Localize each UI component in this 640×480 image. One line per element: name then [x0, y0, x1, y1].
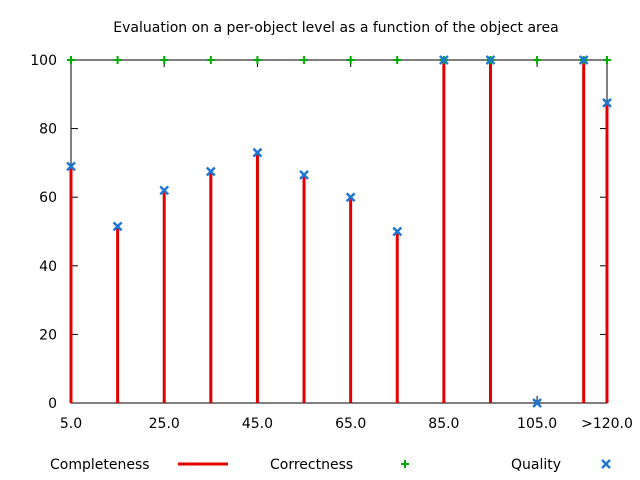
correctness-point: [113, 56, 122, 64]
x-axis: 5.0 25.0 45.0 65.0 85.0 105.0 >120.0: [60, 60, 633, 432]
quality-point: [392, 226, 403, 237]
legend-swatch-correctness: [401, 460, 409, 468]
correctness-point: [346, 56, 355, 64]
quality-point: [602, 97, 612, 108]
x-tick-label: 65.0: [335, 416, 366, 432]
plot-frame: [70, 59, 608, 404]
y-tick-label: 40: [39, 259, 57, 275]
legend-swatch-quality: [601, 459, 611, 469]
legend-label-quality: Quality: [511, 457, 561, 473]
legend-label-correctness: Correctness: [270, 457, 353, 473]
quality-point: [252, 147, 263, 158]
correctness-point: [533, 56, 542, 64]
correctness-point: [206, 56, 215, 64]
correctness-point: [300, 56, 309, 64]
quality-point: [578, 55, 589, 65]
chart-title: Evaluation on a per-object level as a fu…: [113, 20, 558, 36]
completeness-series: [69, 60, 609, 403]
y-tick-label: 80: [39, 122, 57, 138]
quality-point: [112, 221, 123, 232]
x-tick-label: 5.0: [60, 416, 82, 432]
legend-label-completeness: Completeness: [50, 457, 150, 473]
y-tick-label: 60: [39, 190, 57, 206]
quality-point: [345, 192, 356, 203]
x-tick-label: 25.0: [149, 416, 180, 432]
y-tick-label: 100: [30, 53, 57, 69]
quality-point: [159, 185, 170, 196]
correctness-point: [603, 56, 611, 64]
correctness-point: [67, 56, 75, 64]
correctness-point: [393, 56, 402, 64]
y-tick-label: 20: [39, 327, 57, 343]
quality-point: [205, 166, 216, 177]
y-axis: 0 20 40 60 80 100: [30, 53, 607, 412]
quality-point: [532, 398, 542, 408]
x-tick-label: 105.0: [517, 416, 557, 432]
legend: Completeness Correctness Quality: [50, 457, 611, 473]
correctness-point: [253, 56, 262, 64]
quality-series: [66, 55, 612, 408]
correctness-point: [160, 56, 169, 64]
quality-point: [299, 170, 309, 180]
y-tick-label: 0: [48, 396, 57, 412]
quality-point: [485, 55, 496, 65]
quality-point: [438, 55, 449, 65]
quality-point: [66, 161, 76, 172]
x-tick-label: 85.0: [428, 416, 459, 432]
x-tick-label: >120.0: [581, 416, 633, 432]
x-tick-label: 45.0: [242, 416, 273, 432]
